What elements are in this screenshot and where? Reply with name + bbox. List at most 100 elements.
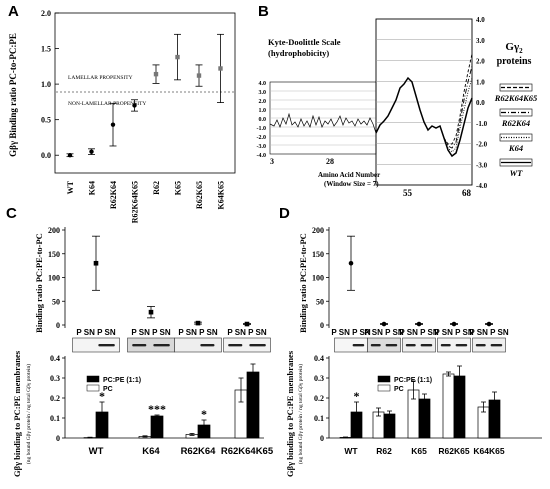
panel-d-bottom-tick-label: 0 [320, 434, 324, 443]
panel-a-xlabel: WT [66, 180, 75, 194]
panel-d-blot-lanes: P SN P SN [399, 328, 439, 337]
panel-c-xlabel: R62K64 [181, 446, 217, 457]
panel-d-blot-lanes: P SN P SN [469, 328, 509, 337]
panel-b-ytick-left: 2.0 [259, 99, 267, 105]
panel-d-blot-band [456, 344, 468, 346]
panel-b-xlabel1: Amino Acid Number [318, 171, 380, 179]
panel-d: D Binding ratio PC:PE-to-PC 050100150200… [279, 205, 542, 477]
panel-c-significance: *** [148, 402, 166, 416]
panel-b-ytick-left: 3.0 [259, 90, 267, 96]
panel-d-ylabel-top: Binding ratio PC:PE-to-PC [298, 233, 308, 333]
panel-d-legend-pc: PC [394, 386, 404, 393]
panel-d-top-point [452, 322, 457, 327]
panel-c-bottom-ticks: 00.10.20.30.4 [50, 354, 65, 443]
panel-d-top-point [487, 322, 492, 327]
panel-a-xlabel: K64K65 [217, 181, 226, 209]
panel-a-ytick-label: 0.5 [41, 116, 51, 125]
panel-c-blot-band [200, 344, 214, 346]
panel-a-ytick-label: 1.5 [41, 45, 51, 54]
panel-b-ytick-left: 0.0 [259, 117, 267, 123]
panel-b-legend-title: Gγ2 [505, 41, 523, 55]
panel-c-top-points [92, 236, 251, 326]
panel-b-ytick-right: -4.0 [476, 182, 488, 190]
panel-a-point [89, 149, 93, 153]
panel-c-ylabel-bottom2: (ng bound Gβγ protein / ng total Gβγ pro… [25, 364, 32, 464]
panel-b-ytick-right: -3.0 [476, 161, 488, 169]
panel-a-frame [55, 13, 235, 173]
panel-d-blot-band [441, 344, 451, 346]
panel-b-legend-label: R62K64K65 [494, 93, 538, 103]
panel-c-bottom-tick-label: 0.2 [50, 394, 60, 403]
panel-d-xlabel: WT [344, 446, 358, 456]
panel-b-ytick-left: -3.0 [257, 144, 267, 150]
panel-c-top-tick-label: 50 [52, 297, 60, 306]
panel-d-significance: * [354, 389, 360, 403]
panel-b-trace-left [270, 114, 376, 133]
panel-b-ytick-left: 1.0 [259, 108, 267, 114]
panel-a-ylabel: Gβγ Binding ratio PC-to-PC:PE [8, 33, 18, 157]
panel-a-ytick-label: 1.0 [41, 80, 51, 89]
panel-b-ytick-right: -1.0 [476, 120, 488, 128]
panel-c-top-tick-label: 150 [48, 250, 60, 259]
panel-a-xlabel: K64 [88, 181, 97, 195]
panel-d-blot-band [353, 344, 365, 346]
panel-c-top-point [94, 261, 99, 266]
panel-c-ylabel-top: Binding ratio PC:PE-to-PC [34, 233, 44, 333]
panel-c: C Binding ratio PC:PE-to-PC 050100150200… [6, 205, 274, 477]
panel-b-ytick-right: 1.0 [476, 78, 485, 86]
panel-d-blot-band [386, 344, 398, 346]
panel-d-xlabel: K65 [411, 446, 427, 456]
panel-c-top-point [196, 321, 201, 326]
panel-d-blot-band [406, 344, 416, 346]
panel-c-top-tick-label: 100 [48, 274, 60, 283]
panel-d-bottom-ticks: 00.10.20.30.4 [314, 354, 329, 443]
panel-c-blot-lanes: P SN P SN [131, 328, 171, 337]
panel-b-yticks-right: 4.03.02.01.00.0-1.0-2.0-3.0-4.0 [476, 16, 488, 190]
panel-c-blot-lanes: P SN P SN [76, 328, 116, 337]
panel-c-ylabel-bottom: Gβγ binding to PC:PE membranes [12, 350, 22, 477]
panel-b-title2: (hydrophobicity) [268, 48, 329, 58]
panel-d-bottom-tick-label: 0.2 [314, 394, 324, 403]
panel-c-top-point [149, 310, 154, 315]
panel-d-ylabel-bottom: Gβγ binding to PC:PE membranes [285, 350, 295, 477]
panel-d-legend: PC:PE (1:1) PC [378, 376, 432, 393]
panel-d-bottom-tick-label: 0.3 [314, 374, 324, 383]
panel-c-legend-swatch-pc [87, 385, 99, 391]
panel-c-bar-pcpe [247, 372, 259, 438]
panel-b-legend-title2: proteins [497, 56, 532, 67]
panel-c-legend-pc: PC [103, 386, 113, 393]
panel-c-xlabel: R62K64K65 [221, 446, 274, 457]
panel-d-legend-swatch-pcpe [378, 376, 390, 382]
panel-d-xlabel: R62K65 [438, 446, 469, 456]
panel-b-ytick-left: -1.0 [257, 126, 267, 132]
panel-a-xlabel: K65 [174, 181, 183, 195]
panel-d-letter: D [279, 205, 290, 222]
panel-c-bottom-tick-label: 0.1 [50, 414, 60, 423]
panel-a: A Gβγ Binding ratio PC-to-PC:PE 0.00.51.… [8, 3, 235, 223]
panel-a-letter: A [8, 3, 19, 20]
panel-a-point [68, 153, 72, 157]
panel-c-xlabel: WT [89, 446, 104, 457]
panel-a-point [197, 73, 201, 77]
panel-b-ytick-left: -2.0 [257, 135, 267, 141]
panel-d-top-points [347, 236, 493, 326]
panel-c-blot-band [98, 344, 114, 346]
panel-c-bars: ***** [84, 364, 259, 438]
panel-d-blot-band [491, 344, 503, 346]
panel-a-point [175, 55, 179, 59]
panel-d-top-tick-label: 50 [316, 297, 324, 306]
panel-c-legend: PC:PE (1:1) PC [87, 376, 141, 393]
panel-c-bottom-tick-label: 0.4 [50, 354, 60, 363]
panel-a-xlabel: R62K64 [109, 181, 118, 209]
panel-d-bottom-tick-label: 0.1 [314, 414, 324, 423]
panel-d-top-tick-label: 200 [312, 226, 324, 235]
panel-d-top-tick-label: 100 [312, 274, 324, 283]
panel-b-x68: 68 [462, 188, 472, 198]
panel-c-blot-band [249, 344, 265, 346]
panel-b-ytick-right: 3.0 [476, 37, 485, 45]
panel-b-trace-k64 [444, 78, 472, 152]
panel-d-bar-pcpe [419, 399, 430, 438]
